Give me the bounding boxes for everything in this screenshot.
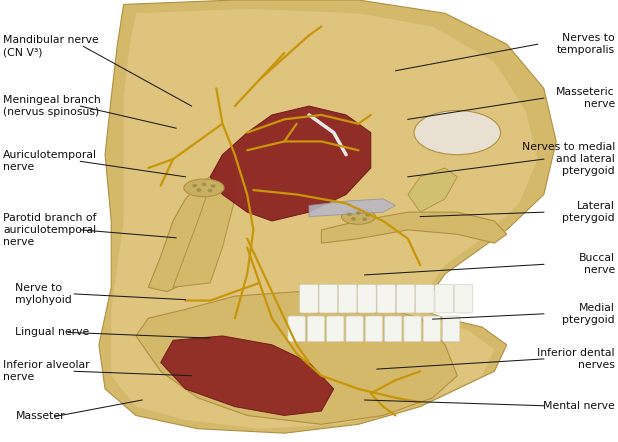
Ellipse shape <box>341 209 376 225</box>
Text: Nerves to
temporalis: Nerves to temporalis <box>557 33 615 55</box>
Text: Mental nerve: Mental nerve <box>543 401 615 411</box>
Circle shape <box>211 184 216 188</box>
Circle shape <box>197 188 201 192</box>
Polygon shape <box>210 106 371 221</box>
Text: Auriculotemporal
nerve: Auriculotemporal nerve <box>3 150 97 172</box>
FancyBboxPatch shape <box>396 285 415 313</box>
Text: Mandibular nerve
(CN V³): Mandibular nerve (CN V³) <box>3 35 99 57</box>
Ellipse shape <box>414 110 501 155</box>
Text: Masseteric
nerve: Masseteric nerve <box>556 87 615 109</box>
Polygon shape <box>321 212 507 243</box>
Text: Parotid branch of
auriculotemporal
nerve: Parotid branch of auriculotemporal nerve <box>3 213 96 247</box>
Ellipse shape <box>184 179 224 197</box>
Text: Meningeal branch
(nervus spinosus): Meningeal branch (nervus spinosus) <box>3 95 101 117</box>
Circle shape <box>351 217 356 221</box>
FancyBboxPatch shape <box>288 316 305 342</box>
FancyBboxPatch shape <box>326 316 344 342</box>
Text: Lateral
pterygoid: Lateral pterygoid <box>562 201 615 223</box>
FancyBboxPatch shape <box>300 285 318 313</box>
Polygon shape <box>173 155 235 287</box>
Text: Lingual nerve: Lingual nerve <box>15 328 90 337</box>
Text: Inferior alveolar
nerve: Inferior alveolar nerve <box>3 360 90 382</box>
Circle shape <box>208 189 213 192</box>
Polygon shape <box>148 177 222 292</box>
FancyBboxPatch shape <box>346 316 363 342</box>
Polygon shape <box>408 168 457 212</box>
FancyBboxPatch shape <box>404 316 421 342</box>
FancyBboxPatch shape <box>307 316 324 342</box>
FancyBboxPatch shape <box>358 285 376 313</box>
Polygon shape <box>309 199 396 217</box>
Circle shape <box>201 183 206 186</box>
FancyBboxPatch shape <box>384 316 402 342</box>
FancyBboxPatch shape <box>435 285 454 313</box>
Text: Inferior dental
nerves: Inferior dental nerves <box>538 348 615 370</box>
Text: Masseter: Masseter <box>15 412 65 421</box>
Circle shape <box>356 211 361 215</box>
FancyBboxPatch shape <box>442 316 460 342</box>
FancyBboxPatch shape <box>423 316 441 342</box>
Polygon shape <box>161 336 334 415</box>
FancyBboxPatch shape <box>377 285 396 313</box>
Text: Buccal
nerve: Buccal nerve <box>579 253 615 275</box>
Polygon shape <box>111 9 538 429</box>
Circle shape <box>362 217 367 221</box>
Polygon shape <box>136 292 457 424</box>
Text: Nerve to
mylohyoid: Nerve to mylohyoid <box>15 283 72 305</box>
Polygon shape <box>99 0 556 433</box>
FancyBboxPatch shape <box>339 285 357 313</box>
Circle shape <box>192 184 197 187</box>
Text: Nerves to medial
and lateral
pterygoid: Nerves to medial and lateral pterygoid <box>522 142 615 176</box>
Circle shape <box>347 213 352 216</box>
FancyBboxPatch shape <box>416 285 434 313</box>
FancyBboxPatch shape <box>365 316 383 342</box>
FancyBboxPatch shape <box>319 285 337 313</box>
Circle shape <box>365 213 370 217</box>
Text: Medial
pterygoid: Medial pterygoid <box>562 303 615 325</box>
FancyBboxPatch shape <box>454 285 473 313</box>
